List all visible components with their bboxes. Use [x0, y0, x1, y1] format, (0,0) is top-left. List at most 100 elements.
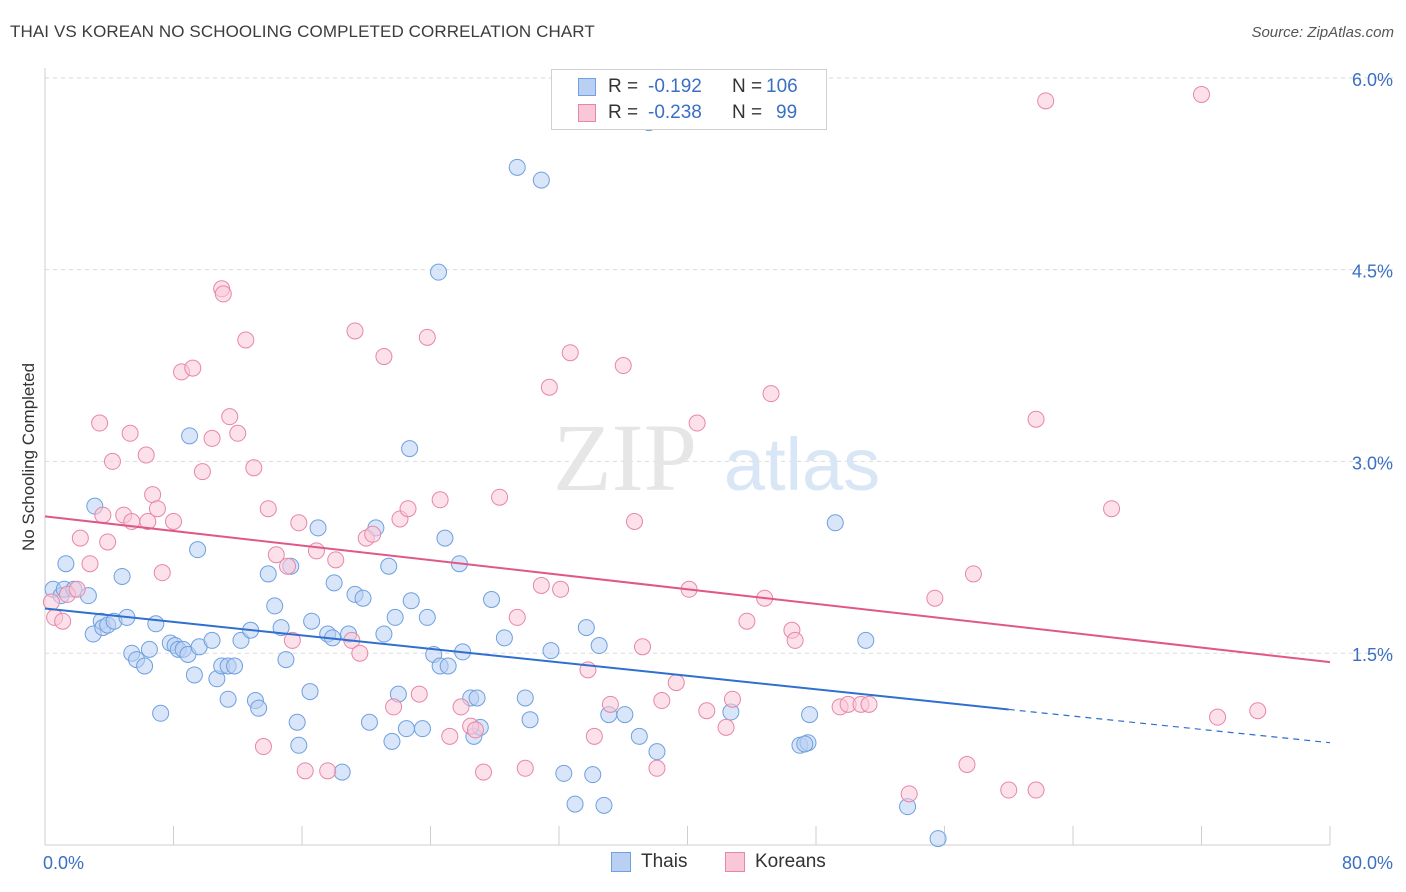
thais-point [397, 720, 415, 738]
koreans-point [1209, 708, 1227, 726]
koreans-point [245, 459, 263, 477]
data-points [42, 85, 1267, 848]
koreans-point [540, 378, 558, 396]
koreans-point [466, 721, 484, 739]
koreans-point [139, 513, 157, 531]
thais-point [826, 514, 844, 532]
koreans-point [137, 446, 155, 464]
thais-point [354, 589, 372, 607]
koreans-point [698, 702, 716, 720]
thais-point [380, 557, 398, 575]
koreans-point [532, 576, 550, 594]
koreans-point [723, 690, 741, 708]
koreans-point [738, 612, 756, 630]
koreans-point [121, 424, 139, 442]
legend-r-label: R = [608, 102, 639, 123]
koreans-point [296, 762, 314, 780]
koreans-point [290, 514, 308, 532]
koreans-point [148, 500, 166, 518]
thais-point [402, 592, 420, 610]
koreans-point [491, 488, 509, 506]
thais-point [383, 732, 401, 750]
koreans-point [94, 506, 112, 524]
thais-point [181, 427, 199, 445]
koreans-point [68, 580, 86, 598]
koreans-point [385, 698, 403, 716]
legend-r-value: -0.238 [648, 102, 702, 123]
legend-n-value: 99 [776, 102, 798, 123]
koreans-point [441, 727, 459, 745]
legend-label-thais: Thais [641, 851, 688, 872]
koreans-point [1037, 92, 1055, 110]
koreans-point [552, 580, 570, 598]
koreans-point [634, 638, 652, 656]
legend-row-thais: R = -0.192 N = 106 [578, 75, 798, 99]
thais-point [266, 597, 284, 615]
koreans-point [452, 698, 470, 716]
legend-swatch-koreans [578, 104, 596, 122]
legend-r-value: -0.192 [648, 76, 702, 97]
thais-point [185, 666, 203, 684]
thais-point [796, 735, 814, 753]
thais-point [272, 619, 290, 637]
koreans-point [144, 486, 162, 504]
koreans-point [667, 674, 685, 692]
legend-n-label: N = [732, 102, 763, 123]
thais-point [430, 263, 448, 281]
thais-point [436, 529, 454, 547]
koreans-point [926, 589, 944, 607]
thais-point [532, 171, 550, 189]
thais-point [595, 796, 613, 814]
thais-point [301, 683, 319, 701]
thais-point [57, 555, 75, 573]
koreans-point [351, 644, 369, 662]
koreans-point [475, 763, 493, 781]
thais-point [375, 625, 393, 643]
trend-lines [44, 515, 1331, 744]
thais-point [288, 713, 306, 731]
koreans-point [399, 500, 417, 518]
koreans-point [165, 513, 182, 531]
thais-point [333, 763, 351, 781]
thais-point [113, 567, 131, 585]
y-tick-label: 4.5% [1352, 262, 1393, 282]
thais-point [386, 608, 404, 626]
thais-point [630, 727, 648, 745]
koreans-point [1193, 85, 1210, 103]
thais-point [303, 612, 321, 630]
grid-lines [45, 77, 1395, 654]
koreans-point [229, 424, 247, 442]
chart-title: THAI VS KOREAN NO SCHOOLING COMPLETED CO… [10, 22, 595, 41]
watermark: ZIP atlas [553, 404, 880, 511]
koreans-point [203, 429, 221, 447]
thais-point [360, 713, 378, 731]
thais-point [309, 519, 327, 537]
thais-trend-line [44, 607, 1009, 711]
koreans-trend-line [44, 515, 1331, 664]
legend-n-value: 106 [766, 76, 798, 97]
legend-swatch-thais [578, 78, 596, 96]
koreans-point [279, 557, 297, 575]
thais-point [495, 629, 513, 647]
thais-point [516, 689, 534, 707]
thais-point [801, 706, 819, 724]
koreans-point [561, 344, 579, 362]
y-tick-label: 6.0% [1352, 70, 1393, 90]
watermark-zip: ZIP [553, 404, 697, 511]
koreans-point [254, 738, 272, 756]
x-tick-label: 80.0% [1342, 853, 1393, 873]
koreans-point [71, 529, 89, 547]
koreans-point [327, 551, 345, 569]
thais-point [401, 440, 419, 458]
koreans-point [319, 762, 337, 780]
thais-point [136, 657, 154, 675]
thais-point [483, 591, 501, 609]
koreans-point [418, 328, 436, 346]
koreans-point [1103, 500, 1121, 518]
koreans-point [103, 452, 121, 470]
koreans-point [431, 491, 449, 509]
thais-point [325, 574, 343, 592]
koreans-point [193, 463, 211, 481]
koreans-point [259, 500, 277, 518]
thais-point [259, 565, 277, 583]
